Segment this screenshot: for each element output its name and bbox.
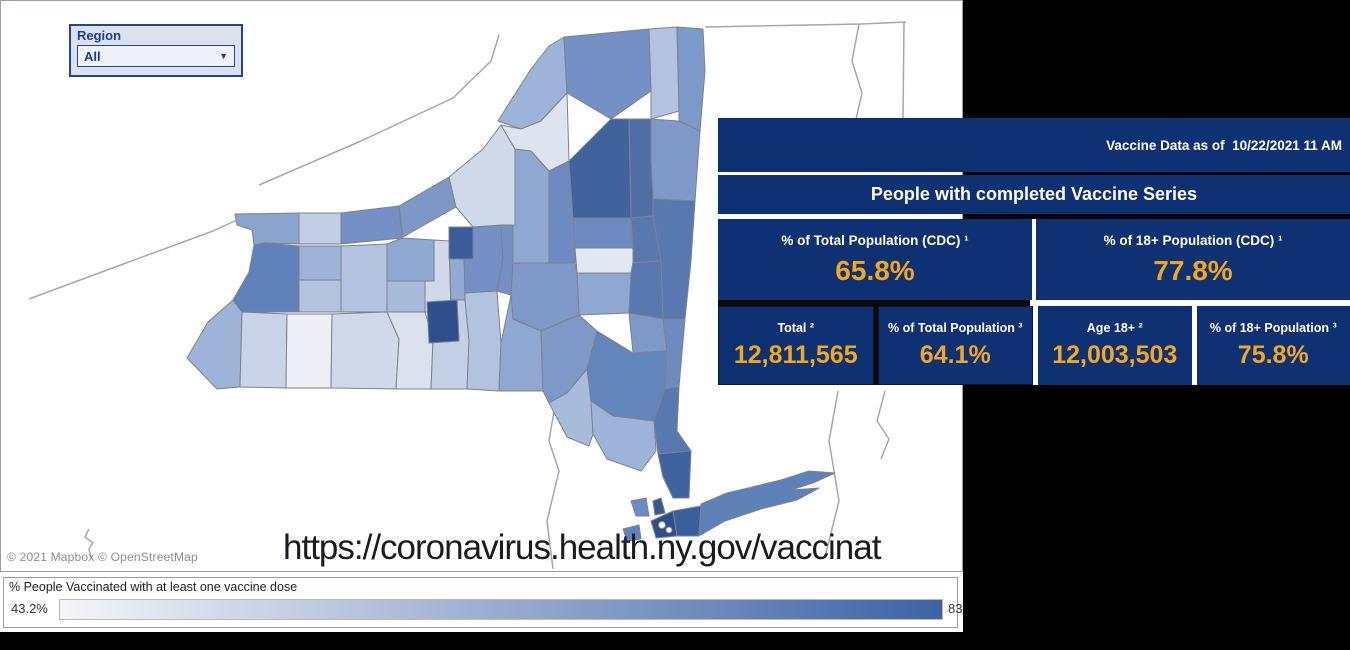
stat-label: % of Total Population ³ <box>888 321 1023 335</box>
url-overlay-text: https://coronavirus.health.ny.gov/vaccin… <box>283 528 881 567</box>
stat-cell-pct-18plus: % of 18+ Population ³ 75.8% <box>1196 306 1350 385</box>
ny-choropleth-map[interactable] <box>1 1 960 569</box>
legend-title: % People Vaccinated with at least one va… <box>9 580 298 594</box>
stat-cell-pct-18plus-cdc: % of 18+ Population (CDC) ¹ 77.8% <box>1036 219 1350 300</box>
black-mask-bottom <box>0 632 1350 650</box>
divider <box>1032 219 1036 300</box>
stat-cell-pct-total: % of Total Population ³ 64.1% <box>877 306 1033 385</box>
stat-value: 64.1% <box>919 341 991 369</box>
region-select[interactable]: All ▼ <box>77 45 235 67</box>
cdc-stats-row: % of Total Population (CDC) ¹ 65.8% % of… <box>718 219 1350 300</box>
county-shapes[interactable] <box>186 26 836 542</box>
stat-cell-pct-total-cdc: % of Total Population (CDC) ¹ 65.8% <box>718 219 1032 300</box>
stat-cell-age-18plus: Age 18+ ² 12,003,503 <box>1038 306 1192 385</box>
region-filter-label: Region <box>77 28 122 43</box>
city-marker-icon <box>665 526 673 534</box>
map-attribution: © 2021 Mapbox © OpenStreetMap <box>7 550 198 564</box>
legend-gradient-bar <box>59 599 943 620</box>
panel-title: People with completed Vaccine Series <box>718 175 1350 214</box>
legend-min-value: 43.2% <box>11 601 48 616</box>
stat-label: % of Total Population (CDC) ¹ <box>781 232 969 248</box>
stat-value: 65.8% <box>835 254 915 286</box>
stat-cell-total: Total ² 12,811,565 <box>718 306 874 385</box>
region-select-value: All <box>84 48 101 64</box>
stat-value: 75.8% <box>1237 341 1309 369</box>
stat-label: Total ² <box>777 321 815 335</box>
stat-label: Age 18+ ² <box>1086 321 1143 335</box>
vaccine-stats-panel: Vaccine Data as of 10/22/2021 11 AM Peop… <box>718 118 1350 385</box>
stat-value: 12,003,503 <box>1052 341 1178 369</box>
chevron-down-icon: ▼ <box>219 50 228 61</box>
legend-max-value: 83 <box>948 601 963 616</box>
divider <box>1191 306 1197 385</box>
stat-value: 77.8% <box>1153 254 1233 286</box>
stat-label: % of 18+ Population ³ <box>1209 321 1337 335</box>
city-marker-icon <box>658 521 666 529</box>
color-legend: % People Vaccinated with at least one va… <box>3 577 962 628</box>
vaccine-data-asof: Vaccine Data as of 10/22/2021 11 AM <box>718 118 1350 172</box>
region-filter: Region All ▼ <box>69 24 243 77</box>
stat-label: % of 18+ Population (CDC) ¹ <box>1103 232 1283 248</box>
detail-stats-row: Total ² 12,811,565 % of Total Population… <box>718 300 1350 385</box>
divider <box>1033 306 1038 385</box>
stat-value: 12,811,565 <box>733 341 858 369</box>
